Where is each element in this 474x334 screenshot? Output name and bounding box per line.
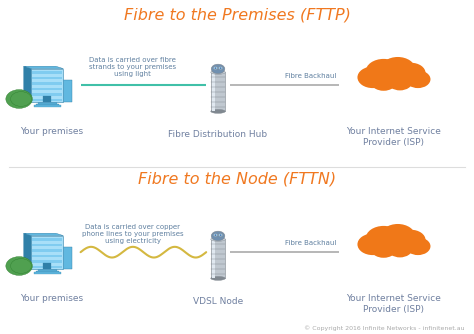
FancyBboxPatch shape bbox=[211, 239, 225, 279]
Circle shape bbox=[219, 233, 223, 236]
Ellipse shape bbox=[211, 70, 225, 74]
Polygon shape bbox=[24, 233, 64, 236]
FancyBboxPatch shape bbox=[36, 271, 59, 272]
Text: Fibre to the Node (FTTN): Fibre to the Node (FTTN) bbox=[138, 171, 336, 186]
Text: Fibre to the Premises (FTTP): Fibre to the Premises (FTTP) bbox=[124, 8, 350, 22]
FancyBboxPatch shape bbox=[32, 255, 63, 257]
Circle shape bbox=[211, 64, 225, 74]
Text: Your Internet Service
Provider (ISP): Your Internet Service Provider (ISP) bbox=[346, 294, 441, 314]
Ellipse shape bbox=[211, 237, 225, 241]
Circle shape bbox=[380, 57, 415, 81]
Polygon shape bbox=[24, 233, 31, 269]
FancyBboxPatch shape bbox=[212, 239, 215, 279]
FancyBboxPatch shape bbox=[63, 80, 72, 102]
Circle shape bbox=[387, 240, 412, 258]
FancyBboxPatch shape bbox=[34, 105, 61, 107]
FancyBboxPatch shape bbox=[31, 68, 64, 102]
Circle shape bbox=[213, 233, 218, 236]
FancyBboxPatch shape bbox=[212, 72, 215, 112]
FancyBboxPatch shape bbox=[32, 266, 63, 268]
Text: VDSL Node: VDSL Node bbox=[193, 297, 243, 306]
Circle shape bbox=[405, 237, 430, 255]
Circle shape bbox=[396, 63, 426, 84]
Circle shape bbox=[219, 66, 223, 69]
FancyBboxPatch shape bbox=[36, 104, 59, 105]
Text: Fibre Backhaul: Fibre Backhaul bbox=[285, 240, 336, 246]
Circle shape bbox=[357, 233, 388, 255]
FancyBboxPatch shape bbox=[63, 247, 72, 269]
FancyBboxPatch shape bbox=[31, 236, 64, 269]
FancyBboxPatch shape bbox=[44, 263, 51, 269]
FancyBboxPatch shape bbox=[32, 88, 63, 90]
Text: Data is carried over fibre
strands to your premises
using light: Data is carried over fibre strands to yo… bbox=[89, 57, 176, 77]
Circle shape bbox=[10, 92, 31, 106]
Polygon shape bbox=[24, 66, 31, 102]
Circle shape bbox=[396, 230, 426, 250]
Text: Your Internet Service
Provider (ISP): Your Internet Service Provider (ISP) bbox=[346, 127, 441, 147]
Text: Data is carried over copper
phone lines to your premises
using electricity: Data is carried over copper phone lines … bbox=[82, 224, 183, 244]
FancyBboxPatch shape bbox=[32, 261, 63, 263]
Text: Fibre Backhaul: Fibre Backhaul bbox=[285, 73, 336, 79]
Circle shape bbox=[365, 59, 401, 84]
Circle shape bbox=[211, 231, 225, 241]
Circle shape bbox=[371, 72, 397, 91]
FancyBboxPatch shape bbox=[44, 96, 51, 102]
FancyBboxPatch shape bbox=[32, 82, 63, 85]
Circle shape bbox=[219, 67, 221, 69]
Circle shape bbox=[380, 224, 415, 248]
Circle shape bbox=[213, 66, 218, 69]
FancyBboxPatch shape bbox=[34, 272, 61, 274]
Ellipse shape bbox=[211, 277, 225, 280]
Circle shape bbox=[365, 226, 401, 251]
FancyBboxPatch shape bbox=[32, 249, 63, 252]
Circle shape bbox=[357, 66, 388, 88]
Ellipse shape bbox=[211, 110, 225, 113]
Circle shape bbox=[387, 73, 412, 91]
FancyBboxPatch shape bbox=[38, 269, 57, 271]
FancyBboxPatch shape bbox=[32, 244, 63, 246]
Circle shape bbox=[405, 70, 430, 88]
Circle shape bbox=[215, 67, 217, 69]
FancyBboxPatch shape bbox=[32, 71, 63, 73]
Text: Fibre Distribution Hub: Fibre Distribution Hub bbox=[168, 130, 268, 139]
Circle shape bbox=[6, 257, 32, 275]
Circle shape bbox=[371, 239, 397, 258]
Circle shape bbox=[215, 234, 217, 236]
Circle shape bbox=[10, 259, 31, 273]
FancyBboxPatch shape bbox=[32, 94, 63, 96]
FancyBboxPatch shape bbox=[32, 99, 63, 101]
FancyBboxPatch shape bbox=[38, 102, 57, 104]
Text: Your premises: Your premises bbox=[20, 294, 84, 303]
FancyBboxPatch shape bbox=[32, 77, 63, 79]
Circle shape bbox=[6, 90, 32, 108]
FancyBboxPatch shape bbox=[32, 238, 63, 240]
Polygon shape bbox=[24, 66, 64, 68]
Text: © Copyright 2016 Infinite Networks - infinitenet.au: © Copyright 2016 Infinite Networks - inf… bbox=[304, 325, 465, 331]
Circle shape bbox=[219, 234, 221, 236]
Text: Your premises: Your premises bbox=[20, 127, 84, 136]
FancyBboxPatch shape bbox=[211, 72, 225, 112]
